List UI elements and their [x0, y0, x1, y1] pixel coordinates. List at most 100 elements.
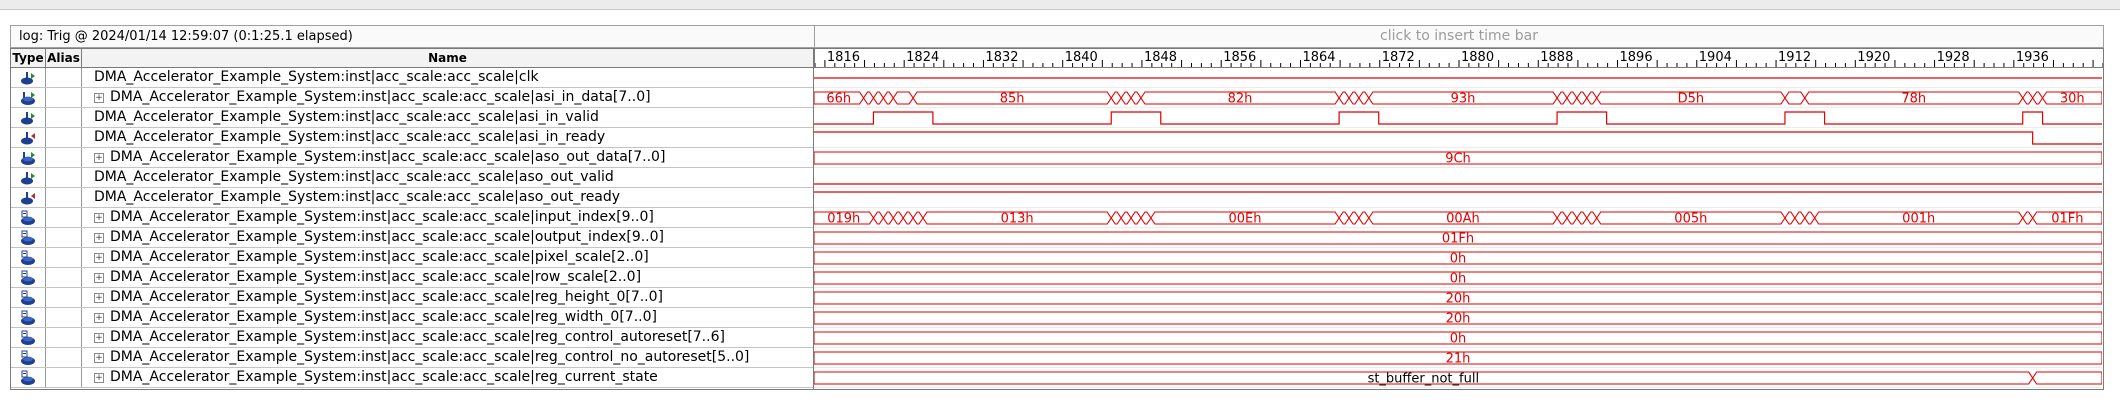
bus-segment	[872, 211, 885, 225]
bus-segment	[872, 91, 885, 105]
signal-row[interactable]: + DMA_Accelerator_Example_System:inst|acc…	[11, 228, 813, 248]
bus-value-label: 0h	[1450, 272, 1467, 287]
signal-name-cell: DMA_Accelerator_Example_System:inst|acc_…	[82, 108, 813, 127]
signal-row[interactable]: + DMA_Accelerator_Example_System:inst|acc…	[11, 348, 813, 368]
signal-alias-cell	[46, 348, 82, 367]
expand-plus-icon[interactable]: +	[94, 333, 104, 343]
waveform-canvas: 66h 85h 82h 93h D5h 78h 30h 9Ch 019h 013h 00Eh 00Ah…	[814, 77, 2102, 388]
bus-segment	[1566, 211, 1578, 225]
name-column-header[interactable]: Name	[428, 51, 467, 65]
signal-row[interactable]: DMA_Accelerator_Example_System:inst|acc_…	[11, 168, 813, 188]
bus-segment	[2031, 91, 2044, 105]
signal-row[interactable]: + DMA_Accelerator_Example_System:inst|acc…	[11, 208, 813, 228]
register-bus-icon	[20, 330, 38, 346]
signal-row[interactable]: DMA_Accelerator_Example_System:inst|acc_…	[11, 188, 813, 208]
signal-alias-cell	[46, 328, 82, 347]
signal-name-label: DMA_Accelerator_Example_System:inst|acc_…	[110, 369, 658, 385]
signal-type-cell	[11, 228, 46, 247]
ruler-tick-label: 1912	[1778, 50, 1811, 65]
signal-type-cell	[11, 148, 46, 167]
signal-row[interactable]: + DMA_Accelerator_Example_System:inst|acc…	[11, 88, 813, 108]
time-ruler[interactable]: 1816 1824 1832 1840 1848 1856 1864 1872 1880 1888…	[814, 48, 2104, 68]
signal-name-cell: DMA_Accelerator_Example_System:inst|acc_…	[82, 68, 813, 87]
bus-segment	[902, 211, 914, 225]
signal-type-cell	[11, 68, 46, 87]
expand-plus-icon[interactable]: +	[94, 253, 104, 263]
signal-row[interactable]: + DMA_Accelerator_Example_System:inst|acc…	[11, 368, 813, 388]
signal-row[interactable]: DMA_Accelerator_Example_System:inst|acc_…	[11, 108, 813, 128]
bus-segment	[1576, 211, 1588, 225]
alias-column-header[interactable]: Alias	[46, 49, 82, 67]
bus-value-label: 82h	[1228, 92, 1253, 107]
waveform-trace: 66h 85h 82h 93h D5h 78h 30h	[814, 91, 2102, 108]
signal-type-cell	[11, 368, 46, 387]
bus-segment	[2022, 91, 2034, 105]
signal-alias-cell	[46, 108, 82, 127]
waveform-trace: 0h	[814, 331, 2102, 348]
expand-plus-icon[interactable]: +	[94, 293, 104, 303]
ruler-tick-label: 1920	[1857, 50, 1890, 65]
signal-name-label: DMA_Accelerator_Example_System:inst|acc_…	[94, 129, 606, 145]
signal-name-cell: + DMA_Accelerator_Example_System:inst|acc…	[82, 248, 813, 267]
time-ruler-svg: 1816 1824 1832 1840 1848 1856 1864 1872 1880 1888…	[814, 50, 2104, 67]
bus-segment	[2041, 91, 2102, 105]
bus-segment	[1140, 211, 1152, 225]
signal-alias-cell	[46, 68, 82, 87]
bus-segment	[1348, 91, 1360, 105]
signal-row[interactable]: + DMA_Accelerator_Example_System:inst|acc…	[11, 248, 813, 268]
ruler-tick-label: 1840	[1065, 50, 1098, 65]
signal-type-cell	[11, 88, 46, 107]
type-column-header[interactable]: Type	[11, 49, 46, 67]
ruler-tick-label: 1936	[2016, 50, 2049, 65]
waveform-trace: 0h	[814, 271, 2102, 288]
signal-name-label: DMA_Accelerator_Example_System:inst|acc_…	[110, 289, 663, 305]
bus-value-label: 78h	[1901, 92, 1926, 107]
expand-plus-icon[interactable]: +	[94, 93, 104, 103]
window-top-strip	[0, 0, 2120, 10]
signal-row[interactable]: DMA_Accelerator_Example_System:inst|acc_…	[11, 128, 813, 148]
expand-plus-icon[interactable]: +	[94, 153, 104, 163]
output-pin-icon	[20, 190, 38, 206]
expand-plus-icon[interactable]: +	[94, 233, 104, 243]
input-bus-icon	[20, 90, 38, 106]
signal-alias-cell	[46, 248, 82, 267]
bus-value-label: 01Fh	[1442, 232, 1474, 247]
signal-row[interactable]: + DMA_Accelerator_Example_System:inst|acc…	[11, 148, 813, 168]
bus-value-label: 20h	[1446, 292, 1471, 307]
signal-alias-cell	[46, 288, 82, 307]
insert-time-bar-button[interactable]: click to insert time bar	[814, 25, 2104, 48]
bus-value-label: D5h	[1678, 92, 1705, 107]
expand-plus-icon[interactable]: +	[94, 313, 104, 323]
waveform-trace: 9Ch	[814, 151, 2102, 168]
signal-name-cell: + DMA_Accelerator_Example_System:inst|acc…	[82, 148, 813, 167]
expand-plus-icon[interactable]: +	[94, 213, 104, 223]
signal-alias-cell	[46, 88, 82, 107]
ruler-tick-label: 1880	[1461, 50, 1494, 65]
signal-name-label: DMA_Accelerator_Example_System:inst|acc_…	[94, 169, 614, 185]
signal-row[interactable]: + DMA_Accelerator_Example_System:inst|acc…	[11, 328, 813, 348]
expand-plus-icon[interactable]: +	[94, 273, 104, 283]
bus-segment	[1130, 211, 1142, 225]
bus-segment	[1804, 211, 1816, 225]
bus-value-label: 66h	[826, 92, 851, 107]
signal-row[interactable]: DMA_Accelerator_Example_System:inst|acc_…	[11, 68, 813, 88]
bus-segment	[862, 91, 875, 105]
signal-alias-cell	[46, 368, 82, 387]
ruler-tick-label: 1896	[1620, 50, 1653, 65]
signal-type-cell	[11, 208, 46, 227]
signal-type-cell	[11, 268, 46, 287]
bus-segment	[1348, 211, 1360, 225]
waveform-trace: 20h	[814, 311, 2102, 328]
signal-name-cell: + DMA_Accelerator_Example_System:inst|acc…	[82, 228, 813, 247]
signal-row[interactable]: + DMA_Accelerator_Example_System:inst|acc…	[11, 268, 813, 288]
expand-plus-icon[interactable]: +	[94, 353, 104, 363]
signal-row[interactable]: + DMA_Accelerator_Example_System:inst|acc…	[11, 288, 813, 308]
signal-alias-cell	[46, 308, 82, 327]
ruler-tick-label: 1824	[906, 50, 939, 65]
waveform-display[interactable]: 66h 85h 82h 93h D5h 78h 30h 9Ch 019h 013h 00Eh 00Ah…	[814, 68, 2104, 390]
bus-value-label: 30h	[2060, 92, 2085, 107]
expand-plus-icon[interactable]: +	[94, 373, 104, 383]
bus-segment	[2031, 371, 2102, 385]
signal-row[interactable]: + DMA_Accelerator_Example_System:inst|acc…	[11, 308, 813, 328]
log-status-label: log: Trig @ 2024/01/14 12:59:07 (0:1:25.…	[10, 25, 814, 48]
